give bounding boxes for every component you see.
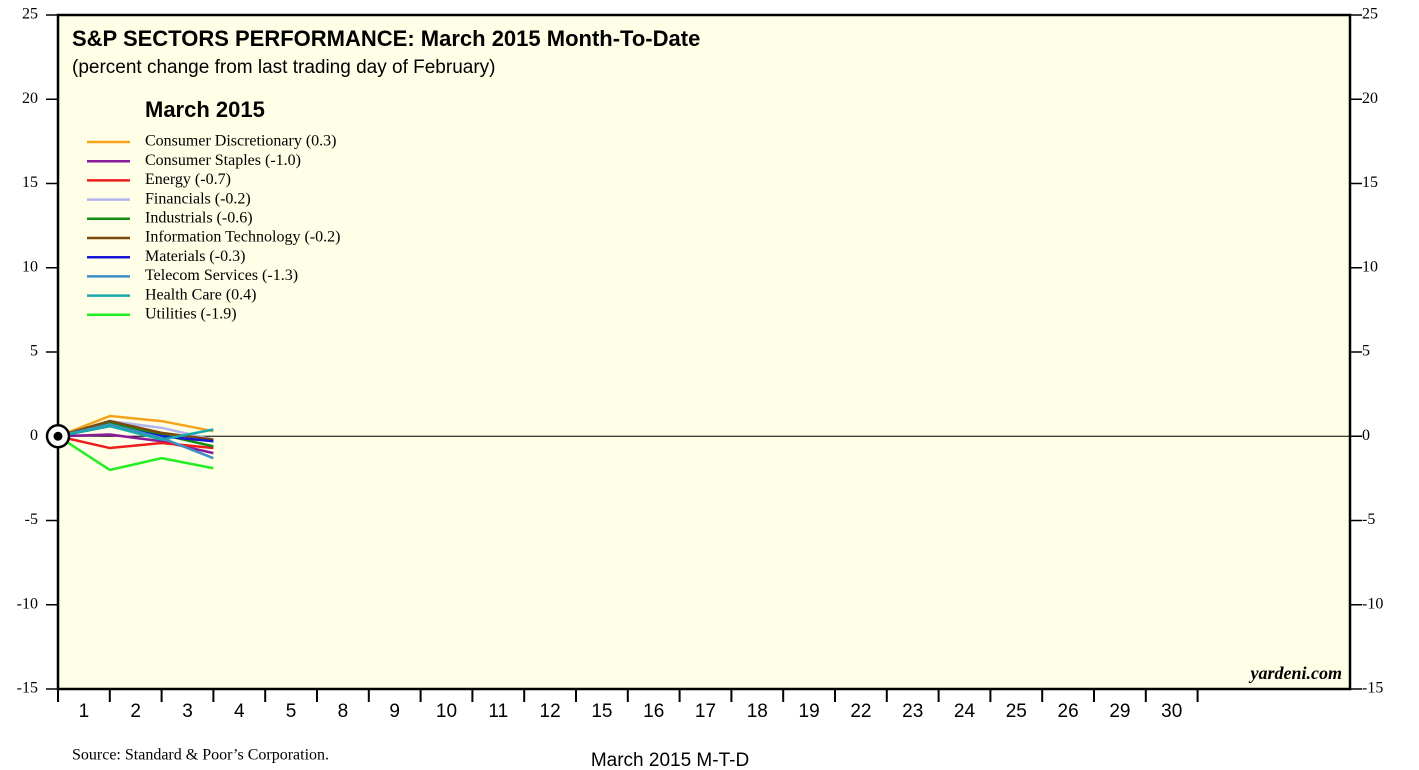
x-tick-label: 2: [130, 701, 141, 722]
y2-tick-label: -15: [1362, 680, 1383, 697]
x-tick-label: 23: [902, 701, 923, 722]
y-tick-label: 5: [30, 343, 38, 360]
y-tick-label: 10: [22, 258, 38, 275]
y-tick-label: 0: [30, 427, 38, 444]
legend-label: Consumer Staples (-1.0): [145, 152, 301, 169]
y-tick-label: -10: [17, 595, 38, 612]
x-tick-label: 12: [540, 701, 561, 722]
x-tick-label: 11: [488, 701, 508, 722]
legend-label: Industrials (-0.6): [145, 209, 253, 226]
legend-label: Financials (-0.2): [145, 190, 251, 207]
y-tick-label: 20: [22, 90, 38, 107]
series-line: [57, 424, 214, 441]
x-tick-label: 5: [286, 701, 297, 722]
legend-label: Information Technology (-0.2): [145, 229, 340, 246]
y-tick-label: 15: [22, 174, 38, 191]
legend-label: Telecom Services (-1.3): [145, 267, 298, 284]
y2-tick-label: 15: [1362, 174, 1378, 191]
watermark: yardeni.com: [1249, 663, 1343, 683]
x-tick-label: 15: [591, 701, 612, 722]
x-tick-label: 16: [643, 701, 664, 722]
chart-title: S&P SECTORS PERFORMANCE: March 2015 Mont…: [72, 26, 700, 51]
y2-tick-label: -5: [1362, 511, 1375, 528]
y-tick-label: 25: [22, 6, 38, 23]
origin-dot: [53, 431, 63, 441]
plot-area: [56, 13, 1352, 691]
source-note: Source: Standard & Poor’s Corporation.: [72, 747, 329, 764]
series-line: [57, 414, 214, 438]
legend-label: Utilities (-1.9): [145, 305, 237, 322]
y-tick-label: -15: [17, 680, 38, 697]
x-tick-label: 8: [338, 701, 349, 722]
chart-subtitle: (percent change from last trading day of…: [72, 57, 495, 78]
series-line: [57, 435, 214, 450]
x-tick-label: 24: [954, 701, 976, 722]
y2-tick-label: 25: [1362, 6, 1378, 23]
series-line: [57, 419, 214, 441]
x-tick-label: 3: [182, 701, 193, 722]
y-tick-label: -5: [25, 511, 38, 528]
legend-label: Health Care (0.4): [145, 286, 257, 303]
legend-title: March 2015: [145, 97, 265, 122]
x-tick-label: 17: [695, 701, 716, 722]
x-tick-label: 22: [850, 701, 871, 722]
y2-tick-label: 20: [1362, 90, 1378, 107]
x-tick-label: 18: [747, 701, 768, 722]
x-tick-label: 4: [234, 701, 245, 722]
y2-tick-label: -10: [1362, 595, 1383, 612]
series-line: [57, 435, 214, 472]
x-tick-label: 19: [799, 701, 820, 722]
legend-label: Consumer Discretionary (0.3): [145, 133, 337, 150]
x-tick-label: 29: [1109, 701, 1130, 722]
x-tick-label: 9: [389, 701, 400, 722]
x-axis-label: March 2015 M-T-D: [591, 750, 749, 770]
legend-label: Materials (-0.3): [145, 248, 245, 265]
x-tick-label: 25: [1006, 701, 1027, 722]
y2-tick-label: 0: [1362, 427, 1370, 444]
x-tick-label: 1: [79, 701, 90, 722]
x-tick-label: 30: [1161, 701, 1182, 722]
legend-label: Energy (-0.7): [145, 171, 231, 188]
x-tick-label: 10: [436, 701, 457, 722]
y2-tick-label: 10: [1362, 258, 1378, 275]
x-tick-label: 26: [1058, 701, 1079, 722]
y2-tick-label: 5: [1362, 343, 1370, 360]
